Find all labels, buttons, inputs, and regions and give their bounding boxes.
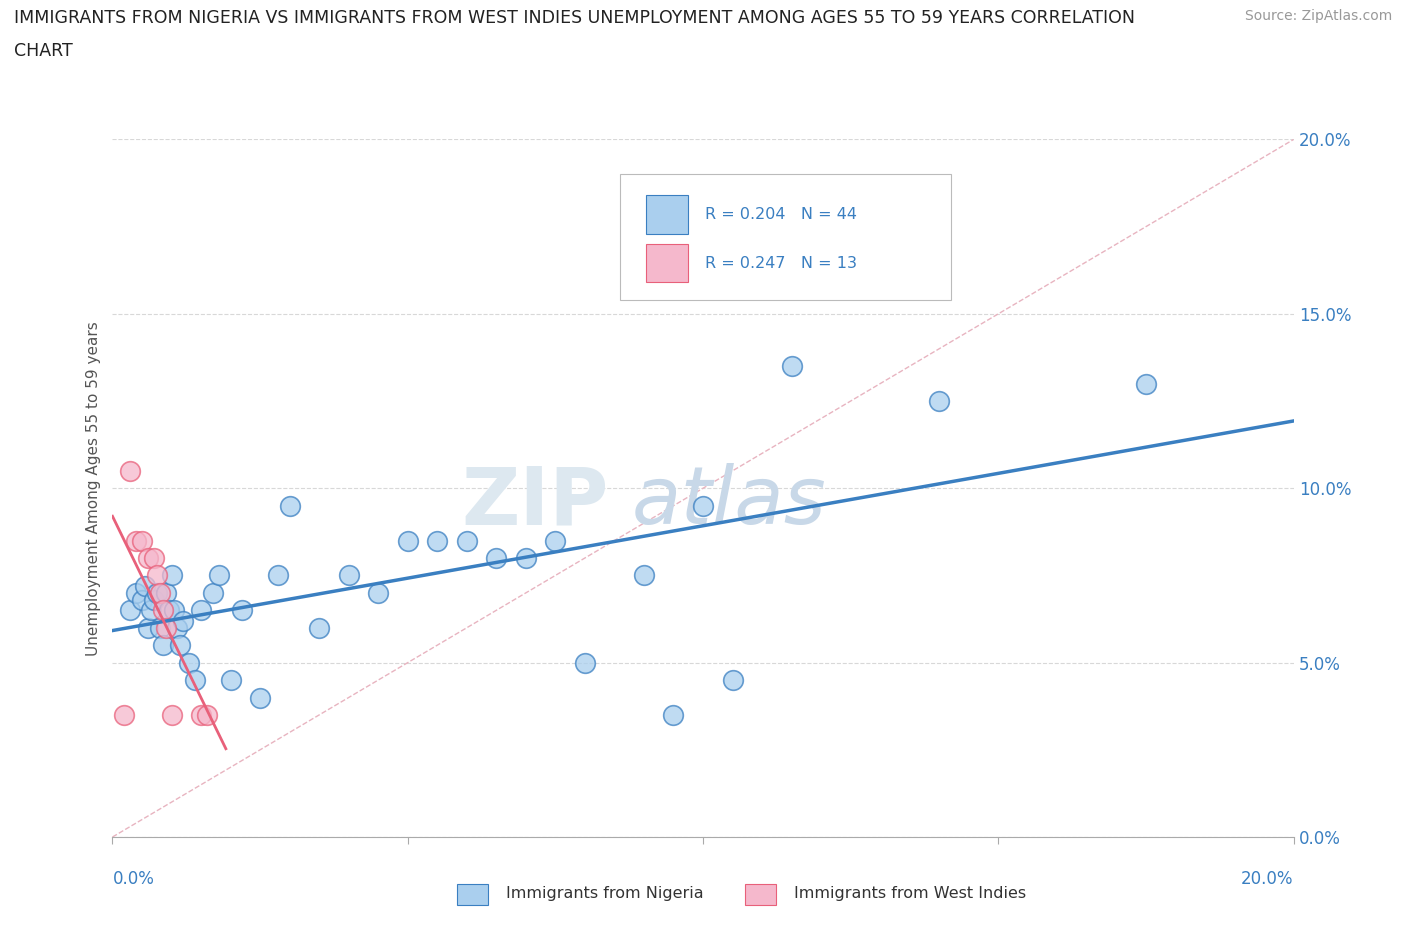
Text: 20.0%: 20.0% [1241, 870, 1294, 887]
FancyBboxPatch shape [620, 175, 950, 300]
Point [574, 656, 596, 671]
Point [146, 586, 169, 601]
Point [149, 586, 172, 601]
Text: Immigrants from West Indies: Immigrants from West Indies [794, 886, 1026, 901]
Point [125, 533, 148, 548]
Point [131, 592, 153, 607]
Point [278, 498, 301, 513]
Point [544, 533, 567, 548]
Text: ZIP: ZIP [461, 463, 609, 541]
Text: IMMIGRANTS FROM NIGERIA VS IMMIGRANTS FROM WEST INDIES UNEMPLOYMENT AMONG AGES 5: IMMIGRANTS FROM NIGERIA VS IMMIGRANTS FR… [14, 9, 1135, 27]
Point [721, 672, 744, 687]
Point [928, 393, 950, 408]
Point [337, 568, 360, 583]
Point [485, 551, 508, 565]
Text: CHART: CHART [14, 42, 73, 60]
Point [267, 568, 290, 583]
Point [155, 586, 177, 601]
Point [136, 551, 159, 565]
Point [308, 620, 330, 635]
Point [662, 708, 685, 723]
Point [160, 708, 183, 723]
Point [120, 463, 142, 478]
Point [515, 551, 537, 565]
Point [149, 620, 172, 635]
Text: Source: ZipAtlas.com: Source: ZipAtlas.com [1244, 9, 1392, 23]
Point [190, 603, 212, 618]
Point [396, 533, 419, 548]
Point [152, 638, 174, 653]
FancyBboxPatch shape [647, 245, 688, 283]
Point [155, 620, 177, 635]
Point [172, 614, 194, 629]
Point [780, 359, 803, 374]
Point [195, 708, 218, 723]
Point [139, 603, 162, 618]
Point [152, 603, 174, 618]
Point [184, 672, 207, 687]
Point [134, 578, 156, 593]
Point [120, 603, 142, 618]
Point [219, 672, 242, 687]
Point [166, 620, 188, 635]
Point [169, 638, 191, 653]
Text: R = 0.247   N = 13: R = 0.247 N = 13 [706, 256, 858, 272]
Point [633, 568, 655, 583]
Point [1135, 376, 1157, 391]
Point [112, 708, 135, 723]
Y-axis label: Unemployment Among Ages 55 to 59 years: Unemployment Among Ages 55 to 59 years [86, 321, 101, 656]
Point [426, 533, 449, 548]
Text: atlas: atlas [633, 463, 827, 541]
Point [136, 620, 159, 635]
FancyBboxPatch shape [647, 195, 688, 233]
Point [201, 586, 224, 601]
Point [692, 498, 714, 513]
Point [231, 603, 253, 618]
Point [208, 568, 231, 583]
Point [163, 603, 186, 618]
Point [160, 568, 183, 583]
Point [367, 586, 389, 601]
Point [456, 533, 478, 548]
Point [249, 690, 271, 705]
Point [157, 603, 180, 618]
Point [142, 551, 165, 565]
Text: 0.0%: 0.0% [112, 870, 155, 887]
Point [131, 533, 153, 548]
Point [190, 708, 212, 723]
Point [179, 656, 201, 671]
Text: R = 0.204   N = 44: R = 0.204 N = 44 [706, 206, 858, 221]
Point [142, 592, 165, 607]
Point [146, 568, 169, 583]
Point [125, 586, 148, 601]
Text: Immigrants from Nigeria: Immigrants from Nigeria [506, 886, 704, 901]
